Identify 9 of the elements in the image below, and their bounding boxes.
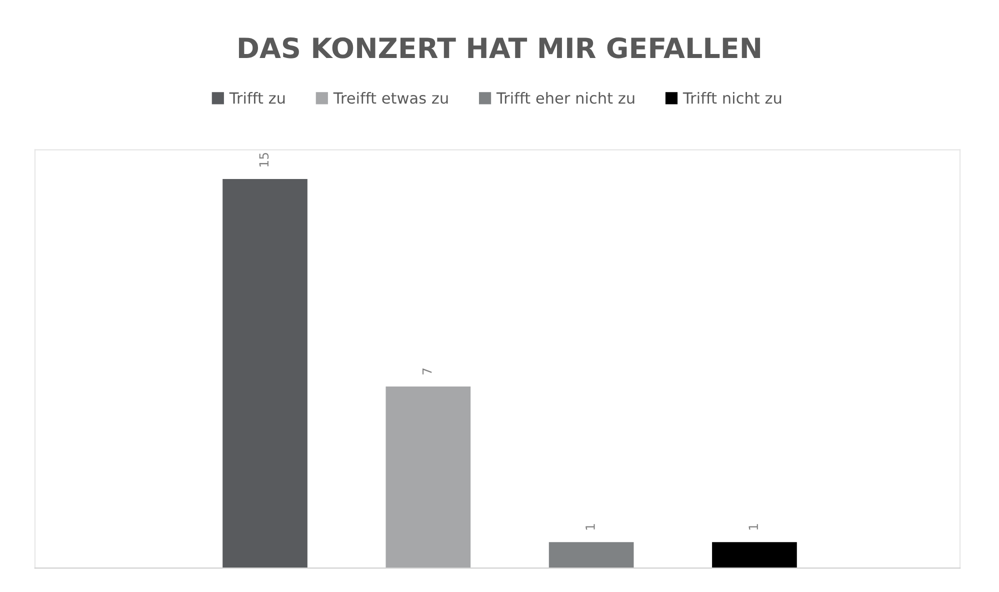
data-label: 15	[259, 153, 269, 166]
data-label: 1	[748, 524, 758, 530]
legend-label: Trifft eher nicht zu	[496, 92, 634, 104]
chart-title: DAS KONZERT HAT MIR GEFALLEN	[238, 37, 760, 58]
data-label: 1	[586, 524, 595, 530]
legend-label: Trifft zu	[229, 92, 285, 104]
legend-label: Trifft nicht zu	[682, 92, 782, 104]
legend-label: Treifft etwas zu	[333, 92, 448, 104]
data-label: 7	[422, 368, 432, 374]
